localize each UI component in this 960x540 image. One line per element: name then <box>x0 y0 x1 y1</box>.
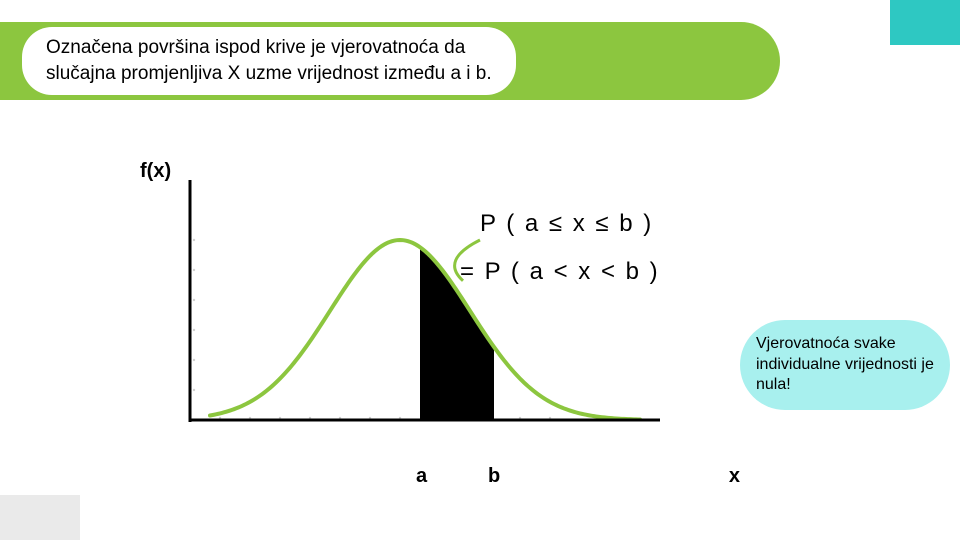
x-tick-b: b <box>488 465 500 488</box>
note-text: Vjerovatnoća svake individualne vrijedno… <box>756 334 934 396</box>
probability-formula-2: = P ( a < x < b ) <box>460 258 660 286</box>
footer-accent <box>0 495 80 540</box>
note-callout: Vjerovatnoća svake individualne vrijedno… <box>740 320 950 410</box>
x-tick-a: a <box>416 465 427 488</box>
title-banner: Označena površina ispod krive je vjerova… <box>0 22 780 100</box>
chart-area: f(x) P ( a ≤ x ≤ b ) = P ( a < x < b ) a… <box>140 160 760 490</box>
corner-accent <box>890 0 960 45</box>
title-line-1: Označena površina ispod krive je vjerova… <box>46 35 492 61</box>
title-text-box: Označena površina ispod krive je vjerova… <box>22 27 516 94</box>
probability-formula-1: P ( a ≤ x ≤ b ) <box>480 210 653 238</box>
title-line-2: slučajna promjenljiva X uzme vrijednost … <box>46 61 492 87</box>
x-axis-label: x <box>729 465 740 488</box>
density-chart <box>140 160 760 460</box>
